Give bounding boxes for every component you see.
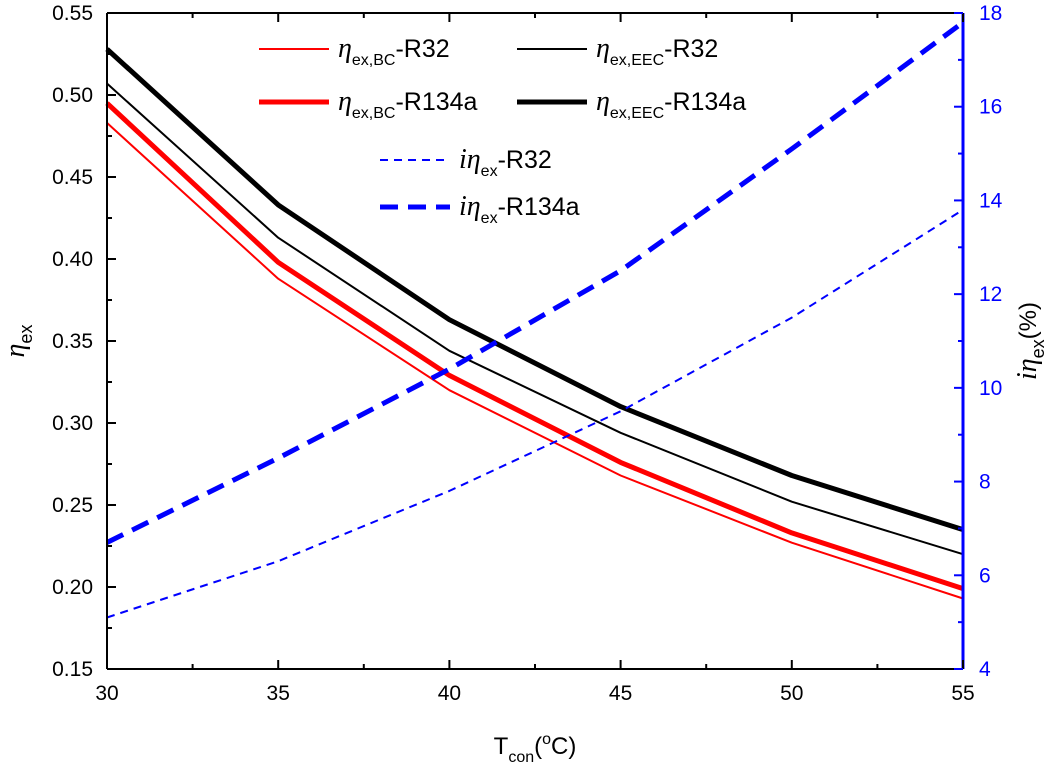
legend-label-5: iηex-R32 bbox=[459, 144, 552, 180]
series-line-3 bbox=[106, 82, 964, 556]
legend-label-6: iηex-R134a bbox=[459, 191, 580, 227]
legend-suffix: -R32 bbox=[498, 146, 552, 174]
y-tick-label-0.45: 0.45 bbox=[52, 166, 93, 189]
legend-subscript: ex bbox=[481, 210, 498, 227]
x-tick-label-50: 50 bbox=[780, 682, 803, 705]
x-tick-label-30: 30 bbox=[95, 682, 118, 705]
axis-ticks: 30 35 40 45 50 55 0.15 0.20 0.25 0.30 0.35 0.40 0.45… bbox=[52, 2, 1003, 705]
x-tick-label-35: 35 bbox=[267, 682, 290, 705]
legend-subscript: ex,BC bbox=[352, 105, 396, 122]
legend-suffix: -R134a bbox=[395, 88, 477, 116]
legend-symbol: η bbox=[596, 33, 610, 64]
series-layer bbox=[105, 20, 965, 619]
legend: ηex,BC-R32ηex,BC-R134aηex,EEC-R32ηex,EEC… bbox=[259, 33, 746, 227]
y2-tick-label-18: 18 bbox=[979, 2, 1002, 25]
y2-tick-label-6: 6 bbox=[979, 564, 991, 587]
y2-title-sub: ex bbox=[1028, 339, 1048, 358]
y-tick-label-0.30: 0.30 bbox=[52, 412, 93, 435]
y-title-symbol: η bbox=[0, 344, 31, 358]
legend-subscript: ex,EEC bbox=[610, 105, 664, 122]
series-line-2 bbox=[105, 101, 964, 591]
y-tick-label-0.20: 0.20 bbox=[52, 576, 93, 599]
legend-symbol: η bbox=[467, 191, 481, 222]
y2-axis-title: iηex(%) bbox=[1012, 302, 1048, 380]
legend-label-2: ηex,BC-R134a bbox=[338, 86, 478, 122]
legend-label-4: ηex,EEC-R134a bbox=[596, 86, 746, 122]
legend-symbol: η bbox=[596, 86, 610, 117]
x-tick-label-40: 40 bbox=[438, 682, 461, 705]
plot-frame bbox=[106, 12, 965, 670]
legend-symbol: η bbox=[338, 33, 352, 64]
legend-symbol: η bbox=[467, 144, 481, 175]
y2-tick-label-10: 10 bbox=[979, 377, 1002, 400]
x-axis-title: Tcon(oC) bbox=[494, 731, 577, 766]
y-tick-label-0.15: 0.15 bbox=[52, 658, 93, 681]
legend-suffix: -R32 bbox=[664, 35, 718, 63]
x-title-sub: con bbox=[508, 749, 534, 766]
y-tick-label-0.55: 0.55 bbox=[52, 2, 93, 25]
legend-suffix: -R134a bbox=[498, 193, 580, 221]
y2-tick-label-8: 8 bbox=[979, 471, 991, 494]
y2-tick-label-12: 12 bbox=[979, 283, 1002, 306]
series-line-4 bbox=[105, 47, 964, 532]
y-tick-label-0.25: 0.25 bbox=[52, 494, 93, 517]
x-title-main: T bbox=[494, 733, 509, 760]
y-tick-label-0.40: 0.40 bbox=[52, 248, 93, 271]
y2-tick-label-14: 14 bbox=[979, 189, 1003, 212]
legend-subscript: ex,BC bbox=[352, 52, 396, 69]
y-tick-label-0.35: 0.35 bbox=[52, 330, 93, 353]
legend-label-1: ηex,BC-R32 bbox=[338, 33, 450, 69]
legend-subscript: ex bbox=[481, 163, 498, 180]
legend-label-3: ηex,EEC-R32 bbox=[596, 33, 718, 69]
y2-tick-label-16: 16 bbox=[979, 96, 1002, 119]
x-tick-label-55: 55 bbox=[951, 682, 974, 705]
y2-title-prefix: i bbox=[1012, 372, 1043, 380]
x-tick-label-45: 45 bbox=[609, 682, 632, 705]
y2-tick-label-4: 4 bbox=[979, 658, 991, 681]
x-title-close: C) bbox=[551, 733, 576, 760]
legend-subscript: ex,EEC bbox=[610, 52, 664, 69]
y2-title-suffix: (%) bbox=[1015, 302, 1042, 339]
legend-prefix: i bbox=[459, 144, 467, 175]
legend-suffix: -R32 bbox=[395, 35, 449, 63]
series-line-1 bbox=[106, 122, 964, 600]
y2-title-symbol: η bbox=[1012, 358, 1043, 372]
y-title-sub: ex bbox=[16, 325, 36, 344]
legend-prefix: i bbox=[459, 191, 467, 222]
y-axis-title: ηex bbox=[0, 325, 36, 358]
series-line-6 bbox=[105, 20, 965, 545]
x-title-open: ( bbox=[534, 733, 542, 760]
legend-suffix: -R134a bbox=[664, 88, 746, 116]
legend-symbol: η bbox=[338, 86, 352, 117]
x-title-sup: o bbox=[542, 731, 551, 748]
y-tick-label-0.50: 0.50 bbox=[52, 84, 93, 107]
